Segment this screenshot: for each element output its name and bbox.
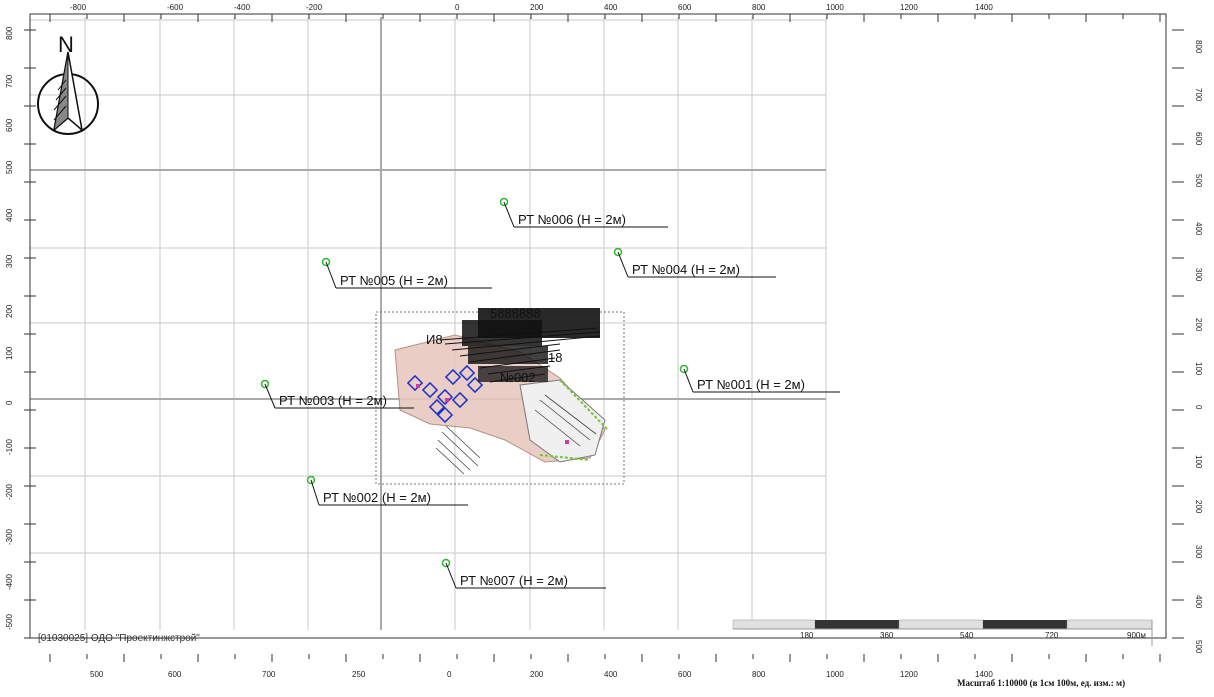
left-axis-label: 500	[5, 160, 14, 174]
point-label: РТ №001 (Н = 2м)	[697, 377, 805, 392]
left-axis-label: 600	[5, 118, 14, 132]
receptor-point-p002[interactable]: РТ №002 (Н = 2м)	[306, 475, 469, 506]
bottom-axis-label: 1200	[900, 670, 918, 679]
bottom-axis-label: 400	[604, 670, 618, 679]
ruler-ticks	[24, 14, 1184, 662]
top-axis-label: 400	[604, 3, 618, 12]
point-label: РТ №002 (Н = 2м)	[323, 490, 431, 505]
left-axis-labels: 800 700 600 500 400 300 200 100 0 -100 -200 -300 -40…	[5, 26, 14, 630]
left-axis-label: 100	[5, 346, 14, 360]
scale-label: 720	[1045, 631, 1059, 640]
top-axis-label: 0	[455, 3, 460, 12]
right-axis-label: 200	[1194, 500, 1203, 514]
right-axis-label: 200	[1194, 318, 1203, 332]
receptor-point-p006[interactable]: РТ №006 (Н = 2м)	[499, 197, 669, 228]
receptor-point-p004[interactable]: РТ №004 (Н = 2м)	[613, 247, 777, 278]
right-axis-label: 800	[1194, 40, 1203, 54]
bottom-axis-labels: 500 600 700 250 0 200 400 600 800 1000 1200 1400	[90, 670, 993, 679]
bottom-axis-label: 250	[352, 670, 366, 679]
right-axis-labels: 800 700 600 500 400 300 200 100 0 100 200 300 400 500	[1194, 40, 1203, 654]
north-letter: N	[58, 32, 74, 57]
left-axis-label: 200	[5, 304, 14, 318]
point-label: РТ №003 (Н = 2м)	[279, 393, 387, 408]
right-axis-label: 600	[1194, 132, 1203, 146]
bottom-axis-label: 600	[168, 670, 182, 679]
left-axis-label: -100	[5, 438, 14, 455]
top-axis-labels: -800 -600 -400 -200 0 200 400 600 800 1000 1200 140…	[70, 3, 993, 12]
bottom-axis-label: 0	[447, 670, 452, 679]
site-label-clutter: И8	[426, 332, 443, 347]
left-axis-label: -500	[5, 613, 14, 630]
site-label-clutter: 5888888	[490, 306, 541, 321]
right-axis-label: 500	[1194, 174, 1203, 188]
receptor-point-p007[interactable]: РТ №007 (Н = 2м)	[441, 558, 607, 589]
top-axis-label: 800	[752, 3, 766, 12]
left-axis-label: 800	[5, 26, 14, 40]
left-axis-label: 700	[5, 74, 14, 88]
right-axis-label: 500	[1194, 640, 1203, 654]
site-label-clutter: 18	[548, 350, 562, 365]
left-axis-label: 400	[5, 208, 14, 222]
north-arrow-icon: N	[37, 32, 99, 135]
receptor-point-p005[interactable]: РТ №005 (Н = 2м)	[321, 257, 493, 289]
top-axis-label: 1200	[900, 3, 918, 12]
left-axis-label: 0	[5, 400, 14, 405]
organization-label: [01030025] ОДО "Проектинжстрой"	[38, 633, 200, 644]
left-axis-label: -400	[5, 573, 14, 590]
right-axis-label: 700	[1194, 88, 1203, 102]
right-axis-label: 300	[1194, 545, 1203, 559]
scale-label: 180	[800, 631, 814, 640]
top-axis-label: 200	[530, 3, 544, 12]
site-area[interactable]: И8 18 №002 5888888	[375, 306, 625, 485]
left-axis-label: -200	[5, 483, 14, 500]
left-axis-label: -300	[5, 528, 14, 545]
right-axis-label: 0	[1194, 405, 1203, 410]
point-label: РТ №007 (Н = 2м)	[460, 573, 568, 588]
receptor-points: РТ №006 (Н = 2м) РТ №004 (Н = 2м) РТ №005 …	[260, 197, 841, 589]
scale-caption: Масштаб 1:10000 (в 1см 100м, ед. изм.: м…	[957, 678, 1125, 688]
receptor-point-p001[interactable]: РТ №001 (Н = 2м)	[679, 364, 841, 393]
grid-lines	[30, 17, 827, 630]
right-axis-label: 100	[1194, 455, 1203, 469]
bottom-axis-label: 1000	[826, 670, 844, 679]
scale-label: 540	[960, 631, 974, 640]
bottom-axis-label: 600	[678, 670, 692, 679]
point-label: РТ №005 (Н = 2м)	[340, 273, 448, 288]
top-axis-label: -800	[70, 3, 87, 12]
right-axis-label: 400	[1194, 595, 1203, 609]
top-axis-label: 1000	[826, 3, 844, 12]
point-label: РТ №004 (Н = 2м)	[632, 262, 740, 277]
right-axis-label: 100	[1194, 362, 1203, 376]
top-axis-label: 1400	[975, 3, 993, 12]
scale-label: 900м	[1127, 631, 1146, 640]
site-label-clutter: №002	[500, 370, 536, 385]
right-axis-label: 400	[1194, 222, 1203, 236]
bottom-axis-label: 500	[90, 670, 104, 679]
right-axis-label: 300	[1194, 268, 1203, 282]
bottom-axis-label: 700	[262, 670, 276, 679]
top-axis-label: -200	[306, 3, 323, 12]
point-label: РТ №006 (Н = 2м)	[518, 212, 626, 227]
left-axis-label: 300	[5, 254, 14, 268]
receptor-point-p003[interactable]: РТ №003 (Н = 2м)	[260, 379, 415, 409]
top-axis-label: 600	[678, 3, 692, 12]
bottom-axis-label: 1400	[975, 670, 993, 679]
top-axis-label: -400	[234, 3, 251, 12]
scale-bar: 180 360 540 720 900м	[732, 619, 1153, 646]
bottom-axis-label: 200	[530, 670, 544, 679]
top-axis-label: -600	[167, 3, 184, 12]
bottom-axis-label: 800	[752, 670, 766, 679]
scale-label: 360	[880, 631, 894, 640]
